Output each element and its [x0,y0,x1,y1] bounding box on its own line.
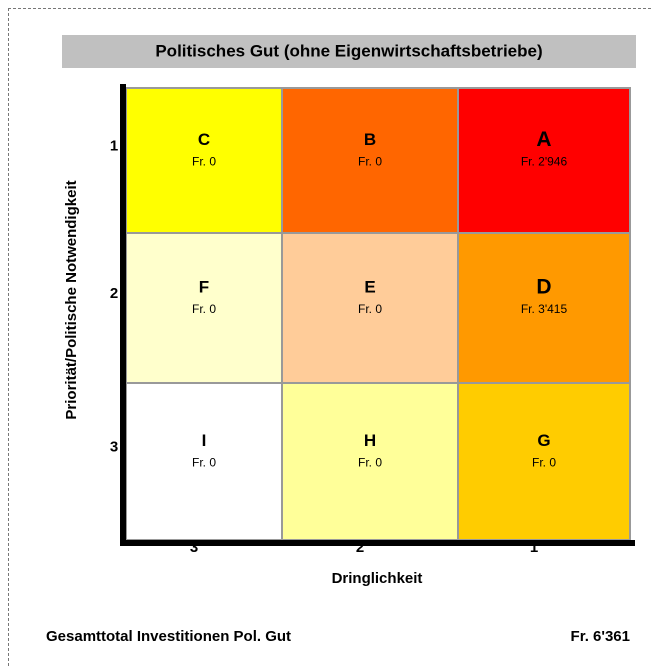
column-label: 1 [530,539,538,556]
cell [457,232,631,384]
axis-bottom [120,540,635,546]
cell [457,87,631,234]
cell-letter: I [202,431,207,450]
title: Politisches Gut (ohne Eigenwirtschaftsbe… [155,41,542,60]
cell-letter: A [536,128,551,151]
cell-amount: Fr. 0 [358,155,382,169]
cell-amount: Fr. 0 [358,456,382,470]
column-label: 2 [356,539,364,556]
cell-amount: Fr. 0 [532,456,556,470]
cell-letter: F [199,277,209,296]
footer-total: Fr. 6'361 [571,628,630,645]
cell [281,87,459,234]
cell-amount: Fr. 0 [192,302,216,316]
cell-letter: D [536,276,551,299]
cell-letter: C [198,130,210,149]
cell-amount: Fr. 0 [192,456,216,470]
axis-left [120,84,126,546]
matrix: C Fr. 0 B Fr. 0 A Fr. 2'946 F Fr. 0 E Fr. 0 D Fr. 3… [110,84,635,556]
cell-letter: E [364,277,375,296]
footer-label: Gesamttotal Investitionen Pol. Gut [46,628,291,645]
column-label: 3 [190,539,198,556]
cell-amount: Fr. 0 [358,302,382,316]
row-label: 2 [110,285,118,302]
y-axis-label: Priorität/Politische Notwendigkeit [63,180,80,419]
cell-letter: G [537,431,550,450]
title-bar [62,35,636,68]
row-label: 3 [110,438,118,455]
cell-amount: Fr. 3'415 [521,302,568,316]
row-label: 1 [110,137,118,154]
x-axis-label: Dringlichkeit [332,570,423,587]
cell-amount: Fr. 2'946 [521,155,568,169]
cell-letter: H [364,431,376,450]
cell-letter: B [364,130,376,149]
cell-amount: Fr. 0 [192,155,216,169]
cell [281,232,459,384]
